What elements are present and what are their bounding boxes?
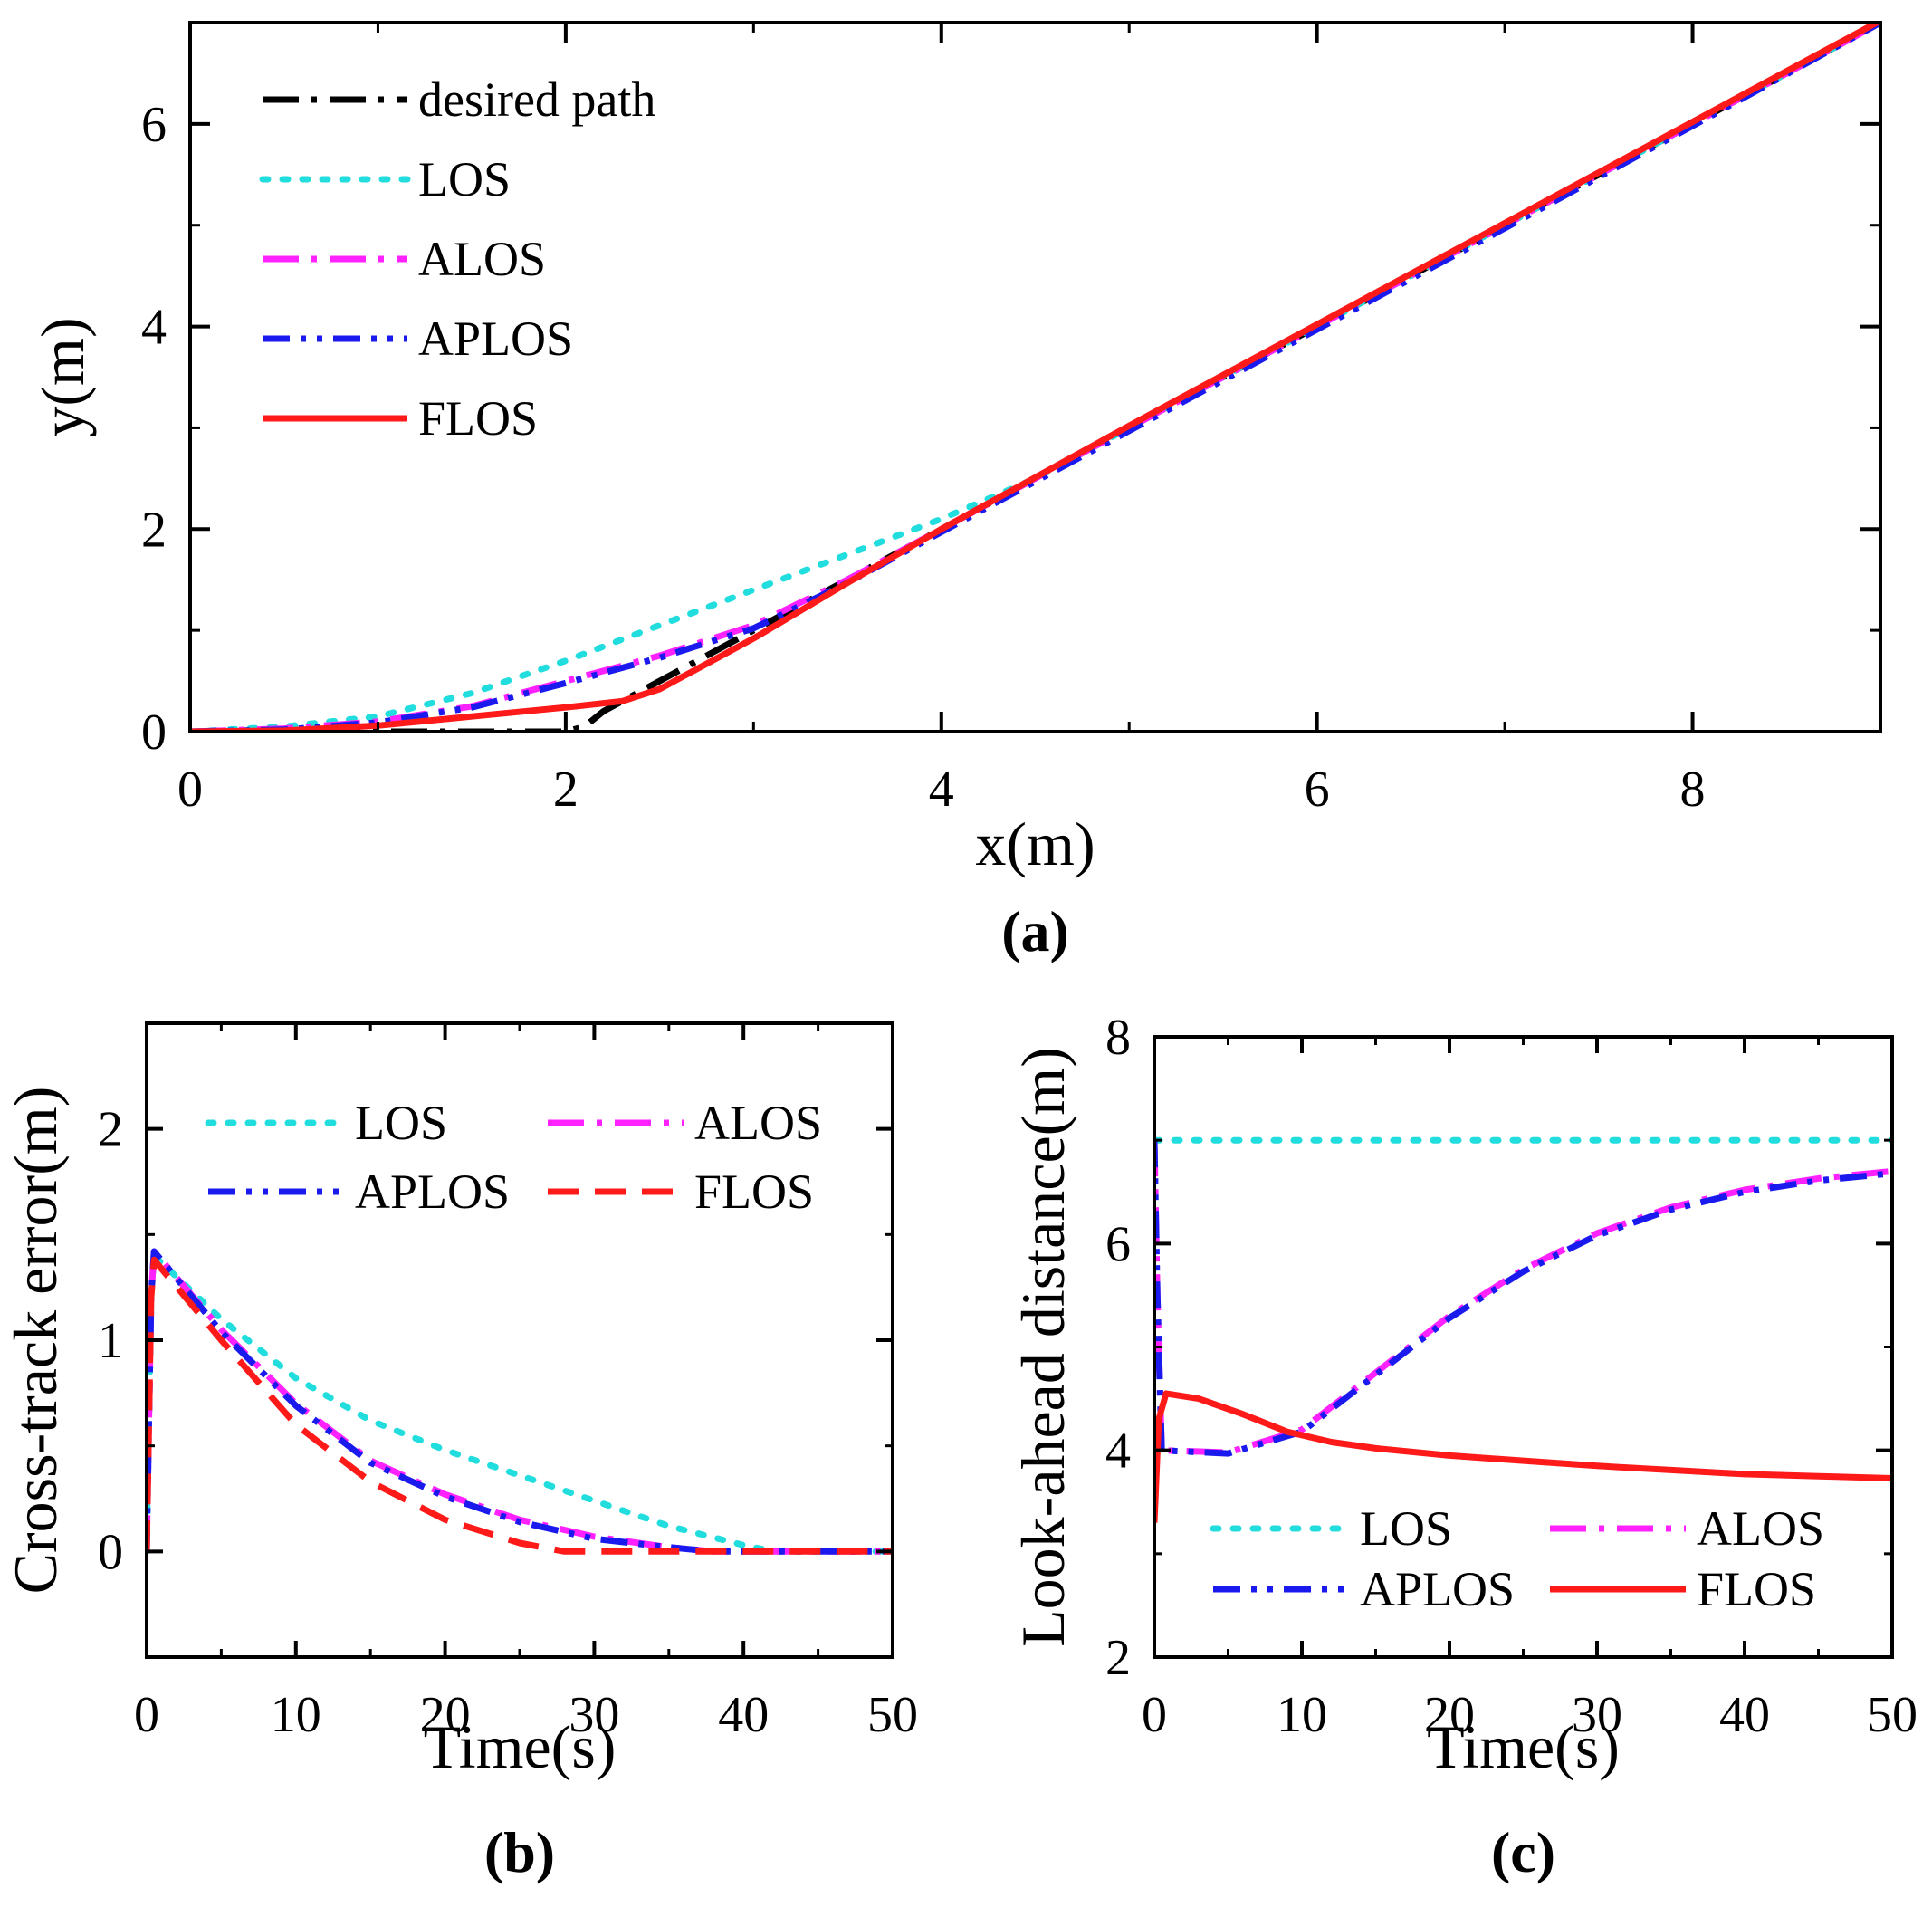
series-line-los-b: [147, 1252, 893, 1555]
legend-label-flos-b: FLOS: [694, 1165, 814, 1219]
series-group-c: [1154, 1136, 1892, 1523]
legend-label-flos-c: FLOS: [1697, 1562, 1816, 1616]
series-line-flos-c: [1154, 1390, 1892, 1523]
legend-label-aplos-b: APLOS: [355, 1165, 510, 1219]
chart-b: 0 10 20 30 40 50 0 1 2 Time(s) Cross-track error(m…: [1, 1021, 918, 1884]
y-tick-label-c: 4: [1105, 1423, 1131, 1480]
x-tick-label-b: 10: [271, 1687, 321, 1743]
x-axis-title-c: Time(s): [1427, 1712, 1620, 1781]
legend-label-alos-b: ALOS: [694, 1096, 822, 1150]
series-line-flos-a: [190, 23, 1880, 732]
series-line-alos-c: [1154, 1140, 1892, 1456]
series-line-aplos-c: [1154, 1140, 1892, 1457]
x-axis-title-a: x(m): [975, 810, 1095, 878]
legend-label-flos-a: FLOS: [418, 391, 538, 446]
y-tick-label-a: 2: [141, 502, 167, 558]
y-tick-label-c: 2: [1105, 1630, 1131, 1686]
chart-c: 0 10 20 30 40 50 2 4 6 8 Time(s) Look-ahead distanc…: [1009, 1010, 1918, 1884]
x-tick-label-a: 8: [1680, 762, 1706, 818]
y-axis-title-a: y(m): [28, 317, 97, 436]
y-axis-title-b: Cross-track error(m): [1, 1087, 70, 1595]
legend-b: LOS ALOS APLOS FLOS: [205, 1096, 822, 1219]
x-tick-label-c: 30: [1572, 1687, 1622, 1743]
x-tick-label-b: 20: [420, 1687, 471, 1743]
legend-label-los-b: LOS: [355, 1096, 447, 1150]
legend-label-los-a: LOS: [418, 152, 511, 206]
x-tick-label-c: 10: [1277, 1687, 1327, 1743]
x-axis-title-b: Time(s): [424, 1712, 617, 1781]
y-tick-label-b: 2: [98, 1102, 123, 1158]
legend-c: LOS ALOS APLOS FLOS: [1210, 1501, 1824, 1616]
x-tick-label-c: 50: [1867, 1687, 1918, 1743]
x-tick-label-a: 4: [929, 762, 954, 818]
series-line-flos-b: [147, 1256, 893, 1555]
legend-a: desired path LOS ALOS APLOS FLOS: [259, 72, 655, 446]
series-group-b: [147, 1248, 893, 1555]
x-tick-label-a: 2: [553, 762, 579, 818]
x-tick-label-a: 6: [1305, 762, 1330, 818]
legend-label-alos-c: ALOS: [1697, 1501, 1824, 1556]
series-line-desired-path-a: [190, 23, 1880, 732]
legend-label-aplos-c: APLOS: [1360, 1562, 1515, 1616]
y-tick-label-c: 8: [1105, 1010, 1131, 1066]
chart-a: 0 2 4 6 8 0 2 4 6 x(m) y(m) (a) desired path LOS ALOS A…: [28, 21, 1882, 963]
y-tick-label-b: 1: [98, 1313, 123, 1369]
panel-label-a: (a): [1001, 899, 1069, 963]
y-tick-label-a: 4: [141, 300, 167, 356]
x-tick-label-b: 0: [134, 1687, 159, 1743]
series-line-alos-a: [190, 23, 1880, 732]
y-tick-label-c: 6: [1105, 1216, 1131, 1272]
series-line-aplos-b: [147, 1248, 893, 1555]
series-line-aplos-a: [190, 23, 1880, 732]
series-group-a: [190, 23, 1880, 732]
legend-label-aplos-a: APLOS: [418, 312, 573, 366]
y-tick-label-a: 0: [141, 704, 167, 761]
x-tick-label-c: 20: [1424, 1687, 1475, 1743]
x-tick-label-c: 0: [1142, 1687, 1167, 1743]
x-tick-label-c: 40: [1719, 1687, 1770, 1743]
plot-frame-a: [188, 21, 1882, 733]
y-axis-title-c: Look-ahead distance(m): [1009, 1047, 1077, 1647]
series-line-alos-b: [147, 1248, 893, 1555]
legend-label-alos-a: ALOS: [418, 232, 546, 286]
panel-label-b: (b): [484, 1820, 555, 1884]
y-tick-label-b: 0: [98, 1524, 123, 1580]
x-tick-label-a: 0: [177, 762, 203, 818]
panel-label-c: (c): [1491, 1820, 1555, 1884]
legend-label-los-c: LOS: [1360, 1501, 1452, 1556]
x-tick-label-b: 40: [718, 1687, 769, 1743]
x-tick-label-b: 50: [867, 1687, 918, 1743]
y-tick-label-a: 6: [141, 97, 167, 153]
legend-label-desired-path-a: desired path: [418, 72, 655, 127]
x-tick-label-b: 30: [569, 1687, 619, 1743]
series-line-los-a: [190, 23, 1880, 732]
